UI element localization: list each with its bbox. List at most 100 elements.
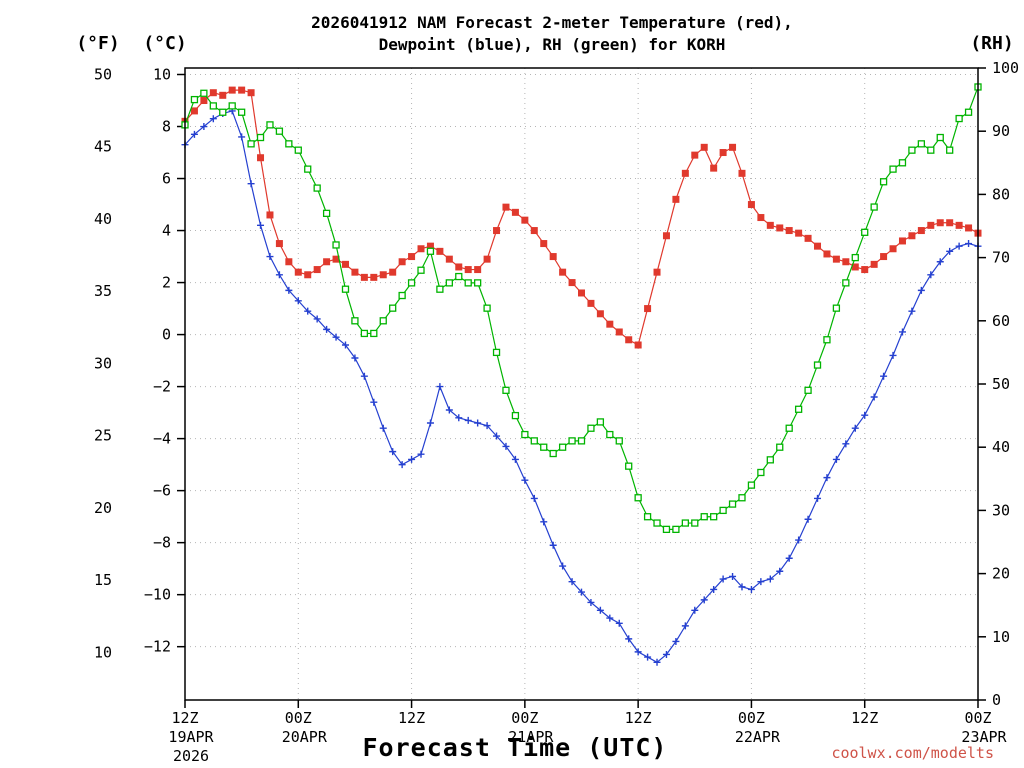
rh-marker: [681, 519, 689, 527]
dewpoint-marker: [530, 494, 538, 502]
dewpoint-marker: [474, 419, 482, 427]
dewpoint-marker: [266, 253, 274, 261]
rh-marker: [237, 108, 246, 116]
temperature-marker: [200, 97, 208, 105]
rh-marker: [851, 253, 859, 262]
dewpoint-marker: [568, 578, 576, 586]
dewpoint-marker: [965, 240, 973, 248]
dewpoint-marker: [313, 315, 321, 323]
dewpoint-marker: [710, 585, 718, 593]
rh-marker: [879, 178, 888, 186]
rh-marker: [766, 456, 774, 464]
rh-marker: [653, 519, 661, 527]
temperature-marker: [596, 310, 604, 318]
temperature-marker: [323, 258, 331, 266]
rh-marker: [662, 525, 671, 534]
temperature-marker: [341, 260, 349, 268]
rh-marker: [294, 146, 302, 154]
rh-marker: [332, 241, 340, 249]
rh-marker: [474, 279, 482, 287]
dewpoint-marker: [729, 572, 737, 580]
temperature-marker: [814, 242, 822, 250]
svg-text:100: 100: [992, 59, 1019, 77]
rh-marker: [549, 449, 557, 458]
svg-text:19APR: 19APR: [168, 728, 214, 746]
dewpoint-marker: [464, 416, 472, 424]
rh-marker: [842, 279, 850, 287]
svg-text:8: 8: [162, 118, 171, 136]
dewpoint-marker: [606, 614, 614, 622]
rh-marker: [492, 348, 501, 357]
rh-marker: [643, 513, 652, 521]
temperature-marker: [304, 271, 312, 279]
temperature-marker: [634, 341, 642, 349]
rh-marker: [256, 133, 265, 142]
svg-text:20: 20: [992, 565, 1010, 583]
temperature-marker: [672, 195, 680, 203]
svg-text:22APR: 22APR: [735, 728, 781, 746]
svg-text:10: 10: [992, 628, 1010, 646]
temperature-marker: [644, 305, 652, 313]
svg-text:−8: −8: [153, 534, 171, 552]
svg-text:12Z: 12Z: [625, 709, 652, 727]
temperature-marker: [370, 273, 378, 281]
temperature-marker: [842, 258, 850, 266]
temperature-marker: [587, 299, 595, 307]
svg-text:00Z: 00Z: [964, 709, 991, 727]
dewpoint-marker: [842, 440, 850, 448]
temperature-marker: [530, 227, 538, 235]
dewpoint-marker: [540, 518, 548, 526]
watermark-link[interactable]: coolwx.com/modelts: [831, 744, 994, 762]
svg-text:00Z: 00Z: [511, 709, 538, 727]
temperature-marker: [823, 250, 831, 258]
svg-text:2026: 2026: [173, 747, 209, 765]
temperature-marker: [747, 201, 755, 209]
dewpoint-marker: [917, 286, 925, 294]
temperature-marker: [889, 245, 897, 253]
rh-marker: [785, 424, 793, 432]
temperature-marker: [332, 255, 340, 263]
temperature-marker: [351, 268, 359, 276]
svg-text:12Z: 12Z: [171, 709, 198, 727]
rh-marker: [209, 102, 217, 110]
dewpoint-marker: [681, 622, 689, 630]
temperature-marker: [190, 107, 198, 115]
temperature-marker: [681, 169, 689, 177]
rh-marker: [285, 140, 293, 148]
rh-marker: [322, 209, 331, 218]
dewpoint-marker: [880, 372, 888, 380]
temperature-marker: [908, 232, 916, 240]
rh-marker: [502, 386, 510, 394]
svg-text:80: 80: [992, 185, 1010, 203]
rh-marker: [936, 133, 944, 142]
svg-text:25: 25: [94, 427, 112, 445]
rh-marker: [530, 437, 538, 445]
rh-marker: [832, 304, 841, 312]
temperature-marker: [313, 266, 321, 274]
svg-text:30: 30: [992, 501, 1010, 519]
temperature-marker: [502, 203, 510, 211]
dewpoint-marker: [625, 635, 633, 643]
svg-text:90: 90: [992, 122, 1010, 140]
dewpoint-marker: [370, 398, 378, 406]
rh-marker: [606, 430, 614, 439]
rh-axis-unit-label: (RH): [970, 33, 1014, 54]
dewpoint-marker: [927, 271, 935, 279]
dewpoint-marker: [832, 455, 840, 463]
temperature-marker: [757, 214, 765, 222]
svg-text:45: 45: [94, 138, 112, 156]
rh-marker: [436, 285, 444, 293]
rh-marker: [190, 95, 199, 104]
rh-marker: [445, 279, 453, 287]
dewpoint-marker: [795, 536, 803, 544]
temperature-marker: [360, 273, 368, 281]
dewpoint-marker: [662, 650, 670, 658]
temperature-marker: [408, 253, 416, 261]
temperature-marker: [738, 169, 746, 177]
rh-marker: [398, 291, 406, 300]
rh-marker: [728, 500, 737, 508]
rh-marker: [455, 272, 463, 281]
dewpoint-marker: [814, 494, 822, 502]
dewpoint-marker: [351, 354, 359, 362]
dewpoint-marker: [747, 585, 755, 593]
